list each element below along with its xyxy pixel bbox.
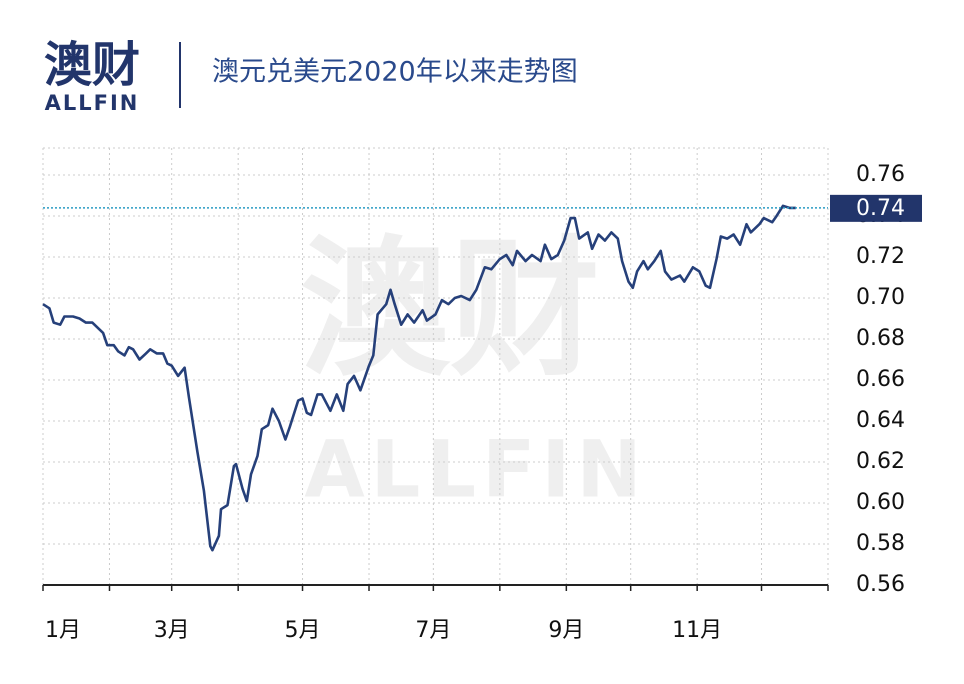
x-tick-label: 1月 xyxy=(45,618,81,643)
y-tick-label: 0.66 xyxy=(856,367,905,392)
y-tick-label: 0.64 xyxy=(856,408,905,433)
chart-title: 澳元兑美元2020年以来走势图 xyxy=(212,57,578,88)
price-line xyxy=(42,204,796,552)
latest-label: 0.74 xyxy=(856,196,905,221)
latest-box xyxy=(830,194,922,222)
y-tick-label: 0.68 xyxy=(856,326,905,351)
y-tick-label: 0.60 xyxy=(856,490,905,515)
watermark-text: ALLFIN xyxy=(304,425,647,515)
y-tick-label: 0.76 xyxy=(856,162,905,187)
x-tick-label: 5月 xyxy=(285,618,321,643)
y-tick-label: 0.62 xyxy=(856,449,905,474)
y-tick-label: 0.58 xyxy=(856,531,905,556)
watermark-mark: 澳财 xyxy=(300,223,600,397)
x-tick-label: 11月 xyxy=(672,618,722,643)
x-tick-label: 9月 xyxy=(548,618,584,643)
y-tick-label: 0.72 xyxy=(856,244,905,269)
logo-text: ALLFIN xyxy=(45,91,140,115)
x-tick-label: 7月 xyxy=(415,618,451,643)
y-tick-label: 0.70 xyxy=(856,285,905,310)
y-tick-label: 0.56 xyxy=(856,572,905,597)
x-tick-label: 3月 xyxy=(154,618,190,643)
logo-mark: 澳财 xyxy=(44,37,140,93)
